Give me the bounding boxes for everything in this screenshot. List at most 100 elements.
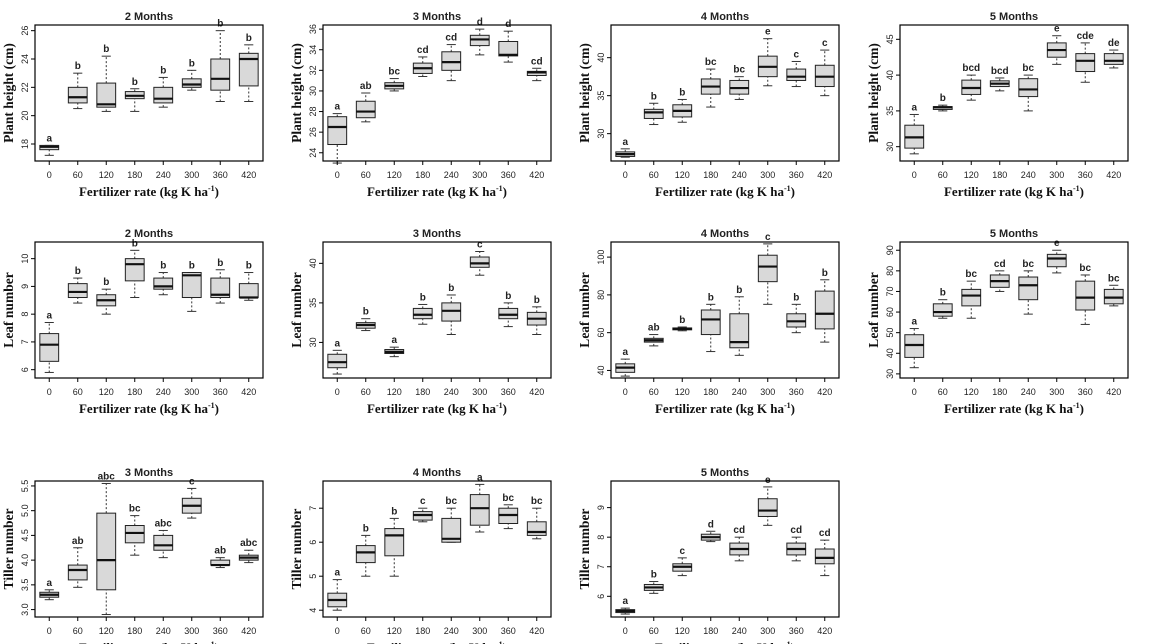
x-axis-label-close: ): [503, 184, 507, 199]
x-axis-label: Fertilizer rate (kg K ha-1): [367, 184, 507, 199]
x-tick-label: 60: [649, 170, 659, 180]
significance-letter: b: [246, 33, 252, 44]
significance-letter: b: [679, 315, 685, 326]
box-180: bc: [124, 504, 145, 556]
box-iqr: [124, 258, 145, 282]
significance-letter: bc: [1079, 263, 1091, 274]
x-axis-label-close: ): [503, 640, 507, 644]
x-tick-label: 420: [817, 626, 832, 636]
box-iqr: [181, 78, 202, 88]
x-axis-label-superscript: -1: [784, 401, 791, 410]
box-iqr: [384, 528, 405, 557]
significance-letter: ab: [72, 536, 84, 547]
significance-letter: b: [363, 523, 369, 534]
x-axis-label-text: Fertilizer rate (kg K ha: [655, 401, 784, 416]
significance-letter: a: [477, 472, 483, 483]
x-axis-label-text: Fertilizer rate (kg K ha: [79, 401, 208, 416]
significance-letter: bcd: [991, 66, 1009, 77]
box-240: bc: [729, 65, 750, 100]
y-tick-label: 34: [308, 45, 318, 55]
box-360: bc: [498, 493, 519, 530]
box-60: b: [355, 307, 376, 332]
significance-letter: cd: [733, 525, 745, 536]
box-iqr: [238, 52, 259, 87]
x-tick-label: 180: [992, 170, 1007, 180]
significance-letter: bc: [445, 496, 457, 507]
panel-title: 4 Months: [701, 228, 749, 240]
x-tick-label: 60: [73, 626, 83, 636]
significance-letter: de: [1108, 38, 1120, 49]
box-300: a: [469, 472, 490, 533]
y-tick-label: 40: [596, 53, 606, 63]
x-tick-label: 0: [912, 170, 917, 180]
x-axis-label: Fertilizer rate (kg K ha-1): [79, 184, 219, 199]
x-tick-label: 360: [789, 387, 804, 397]
x-tick-label: 0: [623, 626, 628, 636]
x-tick-label: 240: [156, 170, 171, 180]
y-tick-label: 90: [885, 245, 895, 255]
y-tick-label: 40: [885, 348, 895, 358]
box-iqr: [67, 283, 88, 299]
box-60: b: [355, 523, 376, 577]
x-tick-label: 420: [529, 626, 544, 636]
x-tick-label: 0: [912, 387, 917, 397]
significance-letter: abc: [98, 471, 116, 482]
x-tick-label: 180: [992, 387, 1007, 397]
box-0: a: [39, 133, 60, 156]
box-120: b: [672, 87, 693, 123]
x-axis-label-superscript: -1: [784, 184, 791, 193]
significance-letter: ab: [360, 81, 372, 92]
significance-letter: cd: [445, 33, 457, 44]
x-tick-label: 180: [127, 170, 142, 180]
significance-letter: b: [189, 58, 195, 69]
box-240: abc: [153, 518, 174, 559]
box-420: abc: [238, 538, 259, 564]
significance-letter: c: [793, 49, 799, 60]
x-axis-label-text: Fertilizer rate (kg K ha: [944, 401, 1073, 416]
significance-letter: c: [420, 496, 426, 507]
box-240: cd: [729, 525, 750, 562]
box-60: b: [643, 570, 664, 594]
y-tick-label: 35: [308, 298, 318, 308]
significance-letter: ab: [214, 546, 226, 557]
x-tick-label: 60: [361, 387, 371, 397]
x-tick-label: 120: [675, 626, 690, 636]
x-axis-label-text: Fertilizer rate (kg K ha: [79, 184, 208, 199]
x-tick-label: 420: [241, 170, 256, 180]
x-tick-label: 0: [335, 626, 340, 636]
box-0: a: [39, 310, 60, 373]
y-tick-label: 6: [596, 594, 606, 599]
significance-letter: b: [448, 283, 454, 294]
box-0: a: [615, 347, 636, 377]
x-axis-label-close: ): [215, 640, 219, 644]
box-360: b: [210, 258, 231, 304]
x-tick-label: 0: [623, 170, 628, 180]
significance-letter: bc: [1022, 63, 1034, 74]
box-iqr: [441, 517, 462, 543]
significance-letter: b: [940, 93, 946, 104]
y-tick-label: 60: [596, 328, 606, 338]
significance-letter: bc: [965, 269, 977, 280]
significance-letter: b: [189, 261, 195, 272]
y-tick-label: 4: [308, 608, 318, 613]
significance-letter: e: [1054, 24, 1060, 35]
x-tick-label: 180: [127, 626, 142, 636]
x-axis-label: Fertilizer rate (kg K ha-1): [79, 640, 219, 644]
box-iqr: [96, 512, 117, 591]
significance-letter: a: [911, 102, 917, 113]
y-tick-label: 26: [308, 127, 318, 137]
significance-letter: cd: [994, 259, 1006, 270]
box-iqr: [932, 303, 953, 317]
box-360: c: [786, 49, 807, 88]
box-360: b: [498, 291, 519, 328]
x-axis-label-close: ): [215, 184, 219, 199]
significance-letter: cd: [790, 525, 802, 536]
significance-letter: b: [822, 268, 828, 279]
y-tick-label: 4.5: [20, 529, 30, 542]
box-420: de: [1103, 38, 1124, 69]
box-60: ab: [643, 323, 664, 347]
box-iqr: [643, 108, 664, 119]
y-tick-label: 9: [596, 505, 606, 510]
box-60: b: [932, 93, 953, 112]
